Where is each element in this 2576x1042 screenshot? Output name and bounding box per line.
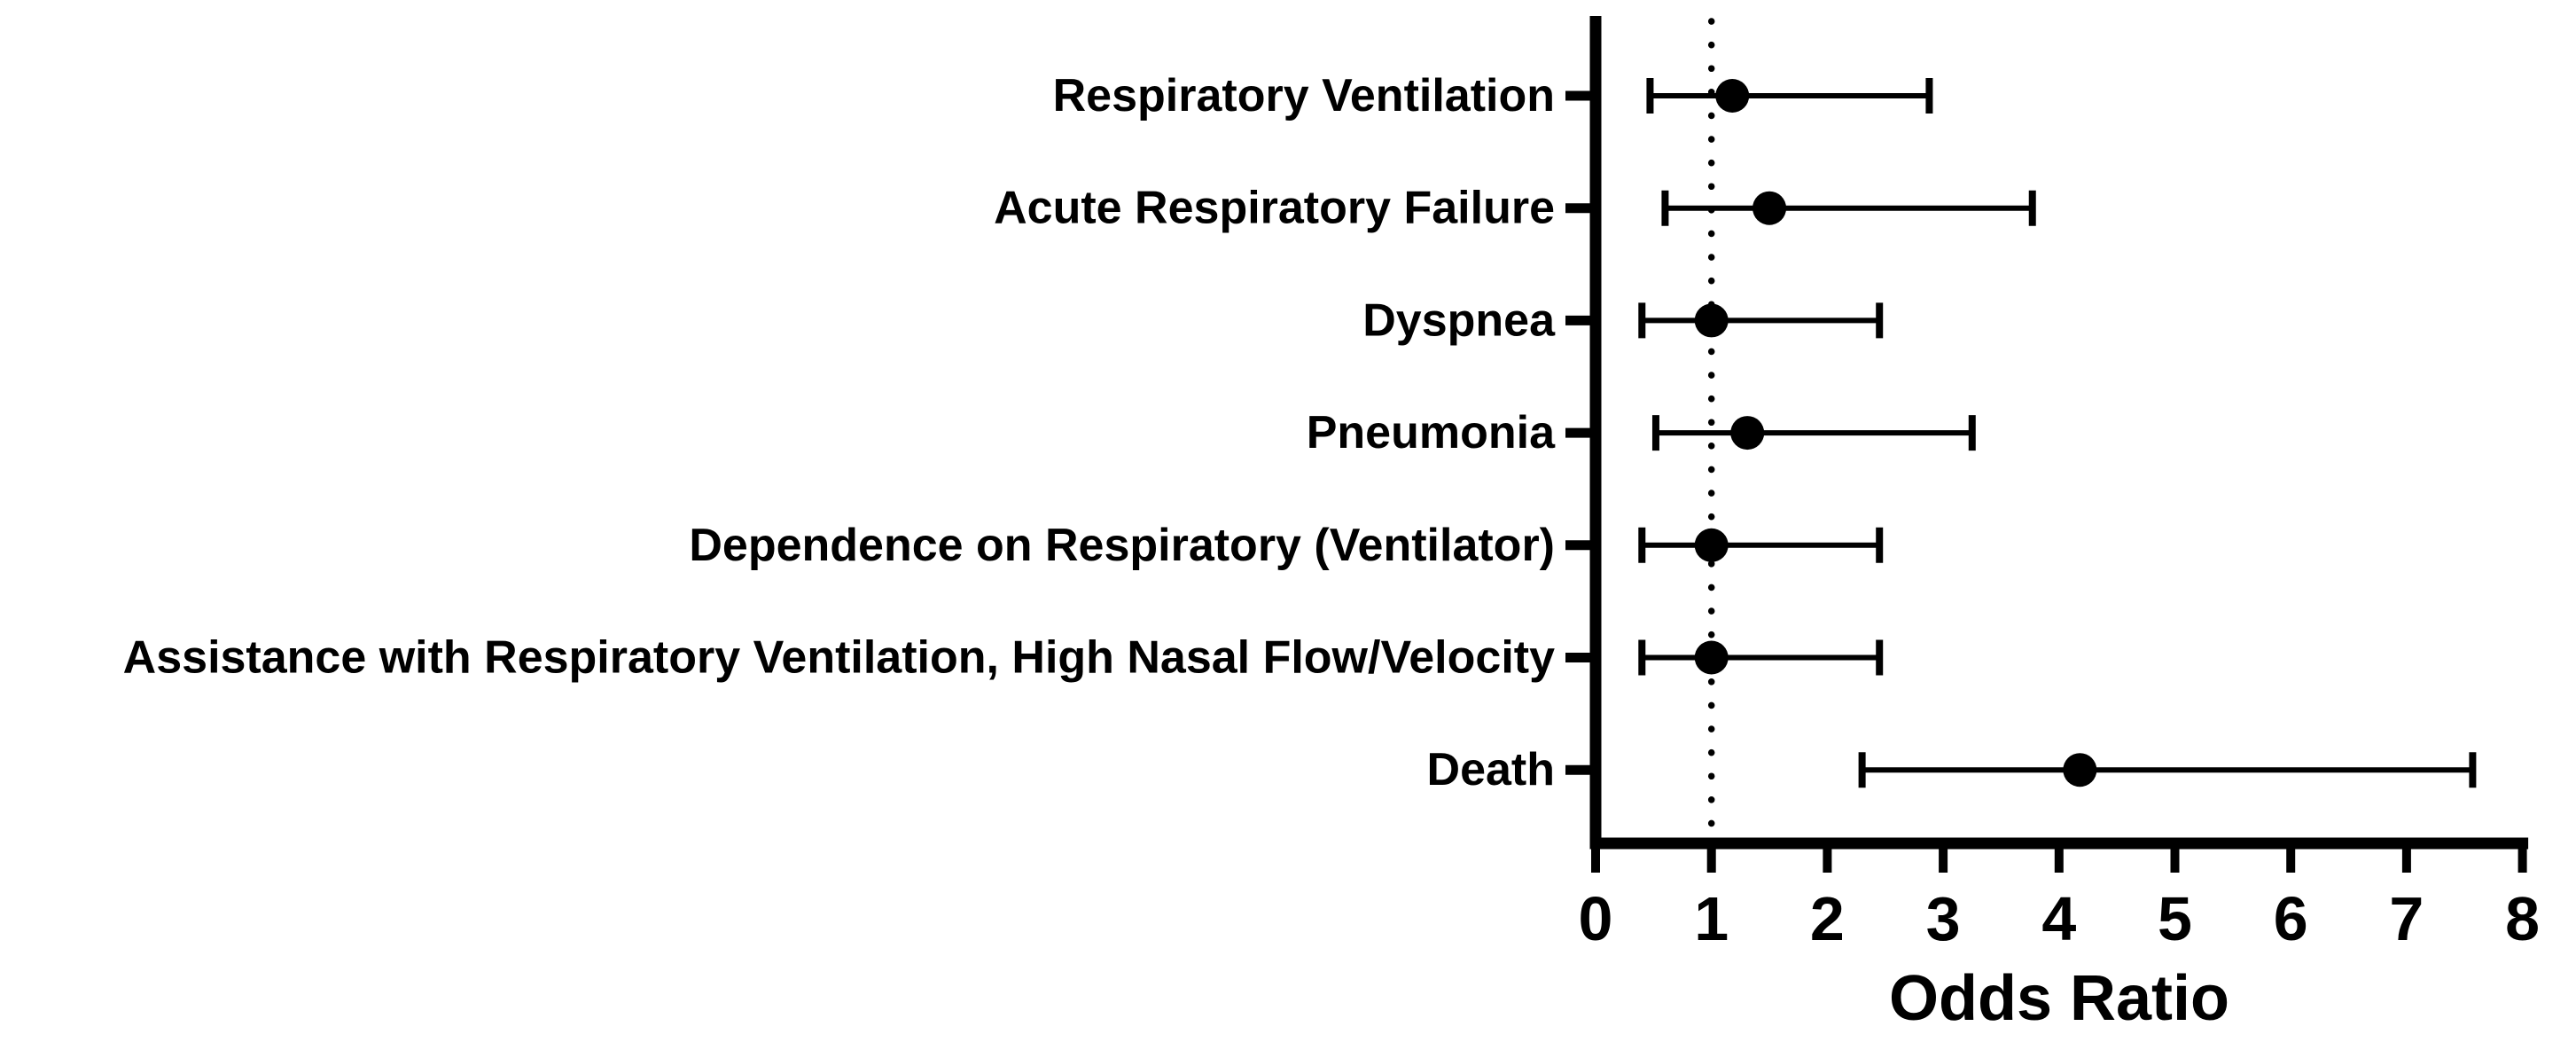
category-label: Acute Respiratory Failure <box>994 183 1555 234</box>
point-estimate <box>1730 416 1765 450</box>
category-label: Pneumonia <box>1307 407 1556 458</box>
x-axis-tick-label: 2 <box>1810 884 1845 953</box>
category-label: Dyspnea <box>1362 294 1556 346</box>
point-estimate <box>1694 303 1729 338</box>
x-axis-tick-label: 0 <box>1579 884 1613 953</box>
x-axis-title: Odds Ratio <box>1889 963 2229 1034</box>
x-axis-tick-label: 5 <box>2158 884 2192 953</box>
point-estimate <box>2063 753 2097 787</box>
x-axis-tick-label: 7 <box>2389 884 2424 953</box>
x-axis-tick-label: 1 <box>1694 884 1729 953</box>
category-label: Death <box>1427 744 1555 795</box>
x-axis-tick-label: 8 <box>2505 884 2540 953</box>
x-axis-tick-label: 4 <box>2041 884 2076 953</box>
point-estimate <box>1694 640 1729 675</box>
point-estimate <box>1694 528 1729 562</box>
category-label: Assistance with Respiratory Ventilation,… <box>123 632 1555 684</box>
x-axis-tick-label: 6 <box>2274 884 2308 953</box>
category-label: Dependence on Respiratory (Ventilator) <box>689 520 1555 571</box>
x-axis-tick-label: 3 <box>1926 884 1961 953</box>
point-estimate <box>1752 191 1787 225</box>
category-label: Respiratory Ventilation <box>1053 70 1555 121</box>
point-estimate <box>1715 79 1750 113</box>
